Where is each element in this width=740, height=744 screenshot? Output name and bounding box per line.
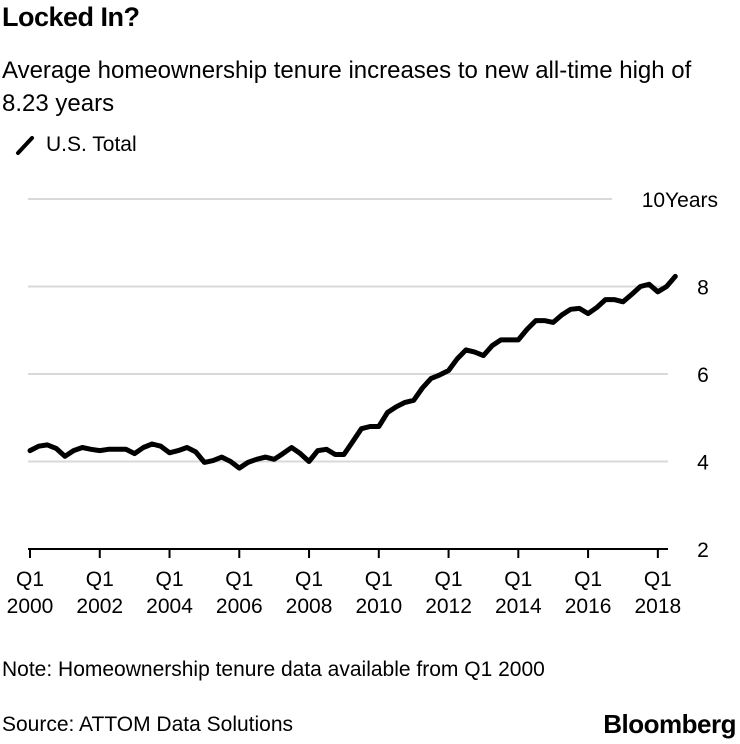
x-tick-label-quarter: Q1 xyxy=(574,568,602,591)
x-tick-label-year: 2006 xyxy=(216,595,263,618)
chart-title: Locked In? xyxy=(2,2,140,32)
y-tick-label: 2 xyxy=(697,539,709,562)
x-tick-label-quarter: Q1 xyxy=(504,568,532,591)
x-tick-label-year: 2010 xyxy=(355,595,402,618)
legend-label: U.S. Total xyxy=(46,133,137,156)
x-tick-label-year: 2014 xyxy=(495,595,542,618)
y-tick-label: 4 xyxy=(697,452,709,475)
x-tick-label-quarter: Q1 xyxy=(365,568,393,591)
x-tick-label-year: 2002 xyxy=(76,595,123,618)
x-tick-label-year: 2012 xyxy=(425,595,472,618)
y-tick-label: 8 xyxy=(697,277,709,300)
bloomberg-logo: Bloomberg xyxy=(603,709,736,739)
series-group xyxy=(27,273,678,471)
x-tick-label-quarter: Q1 xyxy=(225,568,253,591)
y-tick-label: 6 xyxy=(697,364,709,387)
y-tick-label: 10Years xyxy=(642,189,718,212)
x-tick-label-year: 2004 xyxy=(146,595,193,618)
x-tick-label-quarter: Q1 xyxy=(16,568,44,591)
x-axis: Q1 2000 Q1 2002 Q1 2004 Q1 2006 Q1 2008 Q1 2010 Q1 20… xyxy=(7,548,681,618)
series-line-us-total xyxy=(27,273,678,471)
x-tick-label-quarter: Q1 xyxy=(435,568,463,591)
legend-line-icon xyxy=(16,136,34,155)
footnote: Note: Homeownership tenure data availabl… xyxy=(2,658,545,681)
x-tick-label-year: 2018 xyxy=(634,595,681,618)
x-tick-label-quarter: Q1 xyxy=(156,568,184,591)
x-tick-label-quarter: Q1 xyxy=(295,568,323,591)
line-chart: 2 4 6 8 10Years Q1 2000 Q1 2002 Q1 2004 Q1 2006 Q1 20… xyxy=(7,189,718,618)
x-tick-label-year: 2016 xyxy=(565,595,612,618)
x-tick-label-quarter: Q1 xyxy=(644,568,672,591)
x-tick-label-quarter: Q1 xyxy=(86,568,114,591)
y-tick-labels: 2 4 6 8 10Years xyxy=(642,189,718,562)
x-tick-label-year: 2008 xyxy=(286,595,333,618)
chart-subtitle: Average homeownership tenure increases t… xyxy=(2,57,692,117)
x-tick-label-year: 2000 xyxy=(7,595,54,618)
source-note: Source: ATTOM Data Solutions xyxy=(2,713,294,736)
gridlines xyxy=(28,198,668,463)
legend: U.S. Total xyxy=(14,133,137,157)
